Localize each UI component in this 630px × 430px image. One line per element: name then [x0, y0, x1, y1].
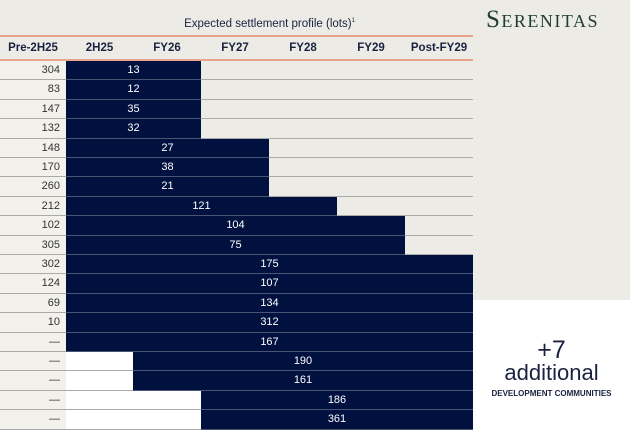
- table-row: — 186: [0, 390, 473, 411]
- pre-2h25-cell: 212: [0, 196, 66, 217]
- pre-2h25-cell: 302: [0, 255, 66, 275]
- settlement-bar: 190: [133, 352, 473, 372]
- column-header: FY29: [357, 42, 385, 54]
- column-headers: Pre-2H25 2H25 FY26 FY27 FY28 FY29 Post-FY29: [0, 37, 473, 59]
- table-row: 124 107: [0, 274, 473, 294]
- settlement-bar: 361: [201, 410, 473, 430]
- empty-cell: [269, 158, 473, 178]
- table-row: 83 12: [0, 80, 473, 100]
- pre-2h25-cell: 304: [0, 61, 66, 81]
- empty-cell: [66, 410, 201, 430]
- empty-cell: [201, 80, 473, 100]
- table-row: —167: [0, 332, 473, 352]
- table-row: — 361: [0, 410, 473, 430]
- settlement-bar: 27: [66, 138, 269, 158]
- settlement-bar: 121: [66, 196, 337, 217]
- settlement-bar: 32: [66, 119, 201, 139]
- empty-cell: [269, 177, 473, 197]
- settlement-bar: 312: [66, 313, 473, 333]
- empty-cell: [337, 197, 473, 217]
- settlement-bar: 21: [66, 177, 269, 197]
- settlement-bar: 75: [66, 235, 405, 255]
- callout-word: additional: [504, 360, 599, 385]
- title-footnote: 1: [351, 18, 355, 25]
- pre-2h25-cell: 102: [0, 216, 66, 236]
- table-row: 148 27: [0, 138, 473, 158]
- settlement-bar: 12: [66, 80, 201, 100]
- table-row: — 161: [0, 371, 473, 391]
- column-header: Pre-2H25: [8, 42, 58, 54]
- pre-2h25-cell: 305: [0, 235, 66, 255]
- empty-cell: [405, 236, 473, 255]
- header-top-rule: [0, 35, 473, 37]
- callout-number: +7: [537, 336, 566, 364]
- table-row: 212 121: [0, 196, 473, 217]
- settlement-bar: 175: [66, 255, 473, 275]
- column-header: FY28: [289, 42, 317, 54]
- empty-cell: [201, 100, 473, 120]
- settlement-bar: 107: [66, 274, 473, 294]
- settlement-bar: 186: [201, 390, 473, 411]
- pre-2h25-cell: —: [0, 332, 66, 352]
- settlement-bar: 13: [66, 61, 201, 81]
- empty-cell: [269, 139, 473, 158]
- pre-2h25-cell: —: [0, 410, 66, 430]
- title-text: Expected settlement profile (lots): [184, 18, 352, 30]
- settlement-bar: 104: [66, 216, 405, 236]
- table-row: 304 13: [0, 61, 473, 81]
- column-header: FY26: [153, 42, 181, 54]
- table-title: Expected settlement profile (lots)1: [66, 18, 473, 30]
- pre-2h25-cell: —: [0, 371, 66, 391]
- pre-2h25-cell: 170: [0, 158, 66, 178]
- table-row: 102 104: [0, 216, 473, 236]
- table-row: 170 38: [0, 158, 473, 178]
- table-row: 302 175: [0, 255, 473, 275]
- empty-cell: [66, 352, 133, 372]
- serenitas-logo: Serenitas: [486, 6, 599, 33]
- pre-2h25-cell: 147: [0, 99, 66, 120]
- pre-2h25-cell: 10: [0, 313, 66, 333]
- callout-caption: DEVELOPMENT COMMUNITIES: [491, 389, 612, 398]
- settlement-bar: 35: [66, 99, 201, 120]
- settlement-bar: 134: [66, 293, 473, 314]
- pre-2h25-cell: 260: [0, 177, 66, 197]
- empty-cell: [201, 119, 473, 139]
- column-header: FY27: [221, 42, 249, 54]
- table-row: 147 35: [0, 99, 473, 120]
- pre-2h25-cell: 83: [0, 80, 66, 100]
- header-bottom-rule: [0, 59, 473, 61]
- pre-2h25-cell: 124: [0, 274, 66, 294]
- empty-cell: [66, 390, 201, 411]
- table-row: 69 134: [0, 293, 473, 314]
- pre-2h25-cell: 148: [0, 138, 66, 158]
- column-header: Post-FY29: [410, 42, 468, 54]
- column-header: 2H25: [85, 42, 114, 54]
- pre-2h25-cell: —: [0, 390, 66, 411]
- empty-cell: [405, 216, 473, 236]
- empty-cell: [201, 61, 473, 81]
- table-row: 305 75: [0, 235, 473, 255]
- table-row: 10 312: [0, 313, 473, 333]
- table-row: 132 32: [0, 119, 473, 139]
- pre-2h25-cell: —: [0, 352, 66, 372]
- empty-cell: [66, 371, 133, 391]
- pre-2h25-cell: 132: [0, 119, 66, 139]
- settlement-bar: 161: [133, 371, 473, 391]
- table-row: 260 21: [0, 177, 473, 197]
- settlement-bar: 167: [66, 332, 473, 352]
- table-row: — 190: [0, 352, 473, 372]
- settlement-bar: 38: [66, 158, 269, 178]
- pre-2h25-cell: 69: [0, 293, 66, 314]
